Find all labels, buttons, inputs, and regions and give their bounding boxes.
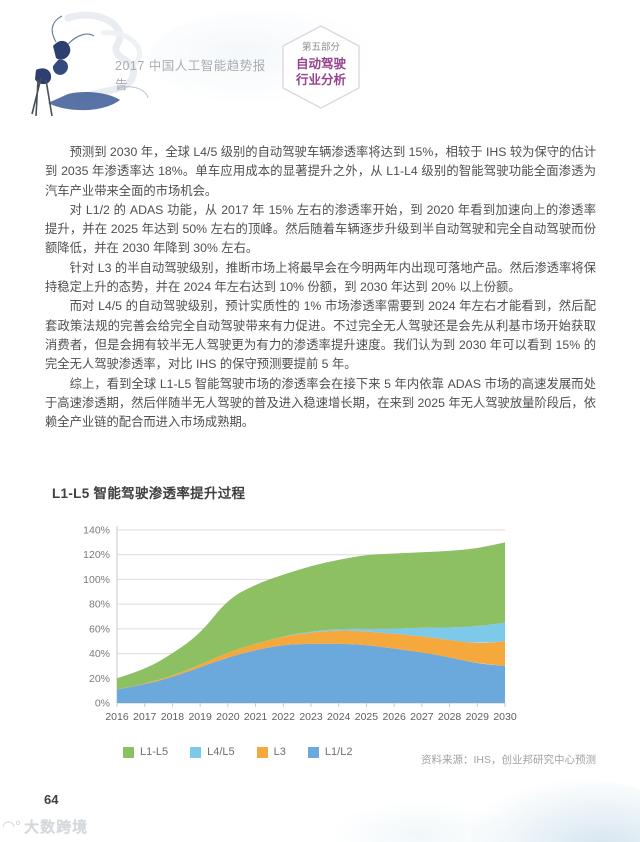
x-axis-tick-label: 2026 [382,711,406,723]
hexagon-outline-icon [282,25,360,109]
y-axis-tick-label: 20% [89,673,110,685]
legend-item-L4-L5: L4/L5 [190,746,235,758]
y-axis-tick-label: 80% [89,599,110,611]
badge-part-label: 第五部分 [301,42,340,53]
decorative-swirl-bottom-right [470,780,640,842]
y-axis-tick-label: 60% [89,623,110,635]
area-series-L1-L2 [117,643,505,703]
decorative-swirl-bottom-center [330,800,510,842]
x-axis-tick-label: 2018 [161,711,185,723]
badge-title-line2: 行业分析 [295,73,346,87]
x-axis-tick-label: 2025 [355,711,379,723]
area-series-L4-L5 [117,622,505,690]
paragraph: 对 L1/2 的 ADAS 功能，从 2017 年 15% 左右的渗透率开始，到… [45,202,596,256]
area-series-L3 [117,630,505,690]
legend-swatch-icon [307,746,319,758]
legend-swatch-icon [256,746,268,758]
legend-label: L4/L5 [207,746,235,758]
x-axis-tick-label: 2017 [133,711,157,723]
legend-item-L1-L5: L1-L5 [123,746,168,758]
y-axis-tick-label: 100% [83,574,110,586]
x-axis-tick-label: 2020 [216,711,240,723]
paragraph: 而对 L4/5 的自动驾驶级别，预计实质性的 1% 市场渗透率需要到 2024 … [45,299,596,372]
penetration-stacked-area-chart: 0%20%40%60%80%100%120%140%2016 2017 2018 20… [83,525,517,724]
watermark: ◠° 大数跨境 [2,816,88,837]
y-axis-tick-label: 140% [83,525,110,537]
watermark-text: 大数跨境 [24,819,89,836]
body-paragraphs: 预测到 2030 年，全球 L4/5 级别的自动驾驶车辆渗透率将达到 15%，相… [45,143,596,432]
x-axis-tick-label: 2019 [188,711,212,723]
ink-painting-illustration [31,11,149,117]
paragraph: 综上，看到全球 L1-L5 智能驾驶市场的渗透率会在接下来 5 年内依靠 ADA… [45,376,596,430]
x-axis-tick-label: 2028 [438,711,462,723]
y-axis-tick-label: 40% [89,648,110,660]
paragraph: 针对 L3 的半自动驾驶级别，推断市场上将最早会在今明两年内出现可落地产品。然后… [45,260,596,295]
legend-item-L1-L2: L1/L2 [307,746,353,758]
page-number: 64 [44,792,59,807]
x-axis-tick-label: 2023 [299,711,323,723]
y-axis-tick-label: 0% [95,698,110,710]
legend-label: L3 [273,746,286,758]
report-title: 2017 中国人工智能趋势报告 [115,59,266,92]
x-axis-tick-label: 2016 [105,711,129,723]
page-header: 2017 中国人工智能趋势报告 第五部分 自动驾驶 行业分析 [0,0,640,130]
x-axis-tick-label: 2029 [466,711,490,723]
chart-legend: L1-L5 L4/L5 L3 L1/L2 [123,746,352,758]
legend-swatch-icon [123,746,134,758]
legend-label: L1/L2 [324,746,353,758]
x-axis-tick-label: 2021 [244,711,268,723]
legend-swatch-icon [190,746,202,758]
section-badge-text: 第五部分 自动驾驶 行业分析 [278,39,364,88]
watermark-circle-logo-icon: ◠° [2,818,22,835]
paragraph: 预测到 2030 年，全球 L4/5 级别的自动驾驶车辆渗透率将达到 15%，相… [45,145,596,198]
chart-title: L1-L5 智能驾驶渗透率提升过程 [52,486,246,501]
legend-item-L3: L3 [256,746,286,758]
chart-area: 0% 20% 40% 60% 80% 100% 120% 140% 2016 2017 2018 20… [72,518,588,730]
chart-source-note: 资料来源：IHS，创业邦研究中心预测 [420,754,596,766]
x-axis-tick-label: 2024 [327,711,351,723]
badge-title-line1: 自动驾驶 [295,57,346,71]
x-axis-tick-label: 2027 [410,711,434,723]
section-badge: 第五部分 自动驾驶 行业分析 [278,24,364,110]
chart-footer: L1-L5 L4/L5 L3 L1/L2 资料来源：IHS，创业邦研究中心预测 [45,744,596,766]
area-series-L1-L5 [117,542,505,690]
x-axis-tick-label: 2030 [493,711,517,723]
legend-label: L1-L5 [140,746,169,758]
y-axis-tick-label: 120% [83,549,110,561]
x-axis-tick-label: 2022 [272,711,296,723]
